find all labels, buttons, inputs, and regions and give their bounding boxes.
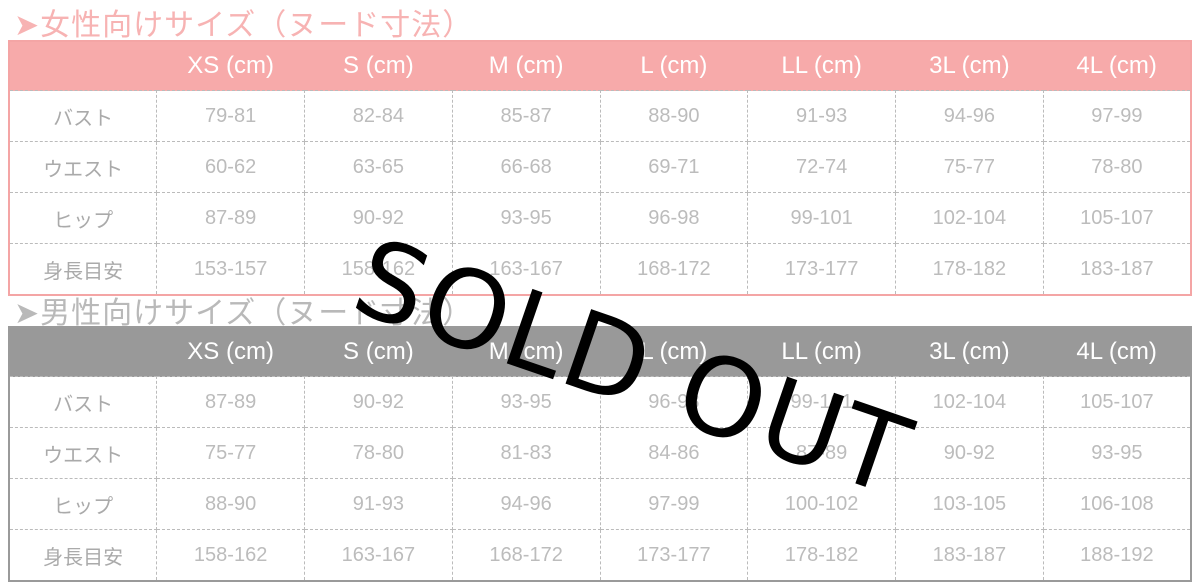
size-cell: 75-77	[895, 141, 1044, 193]
column-header: 3L (cm)	[895, 327, 1044, 377]
table-row: 身長目安 158-162 163-167 168-172 173-177 178-182 1…	[8, 529, 1192, 582]
size-cell: 173-177	[599, 529, 749, 582]
size-cell: 94-96	[451, 478, 601, 530]
size-cell: 99-101	[747, 376, 896, 428]
table-row: ヒップ 87-89 90-92 93-95 96-98 99-101 102-104 105-…	[8, 192, 1192, 244]
men-size-table: XS (cm) S (cm) M (cm) L (cm) LL (cm) 3L (cm) 4…	[8, 326, 1192, 582]
row-label: バスト	[8, 90, 158, 142]
size-cell: 103-105	[895, 478, 1044, 530]
size-cell: 106-108	[1042, 478, 1192, 530]
size-cell: 66-68	[451, 141, 601, 193]
size-cell: 94-96	[895, 90, 1044, 142]
size-cell: 72-74	[747, 141, 896, 193]
size-cell: 100-102	[747, 478, 896, 530]
header-row: XS (cm) S (cm) M (cm) L (cm) LL (cm) 3L (cm) 4…	[9, 41, 1191, 91]
women-size-title: ➤女性向けサイズ（ヌード寸法）	[14, 8, 474, 43]
size-cell: 93-95	[451, 376, 601, 428]
row-label: 身長目安	[8, 529, 158, 582]
size-cell: 97-99	[599, 478, 749, 530]
header-row: XS (cm) S (cm) M (cm) L (cm) LL (cm) 3L (cm) 4…	[9, 327, 1191, 377]
row-label: 身長目安	[8, 243, 158, 296]
size-cell: 105-107	[1042, 376, 1192, 428]
size-cell: 87-89	[156, 192, 305, 244]
size-cell: 78-80	[1042, 141, 1192, 193]
size-cell: 93-95	[1042, 427, 1192, 479]
size-cell: 87-89	[747, 427, 896, 479]
row-label: ヒップ	[8, 192, 158, 244]
column-header: 3L (cm)	[895, 41, 1044, 91]
column-header: LL (cm)	[747, 41, 896, 91]
size-cell: 91-93	[747, 90, 896, 142]
table-row: 身長目安 153-157 158-162 163-167 168-172 173-177 1…	[8, 243, 1192, 296]
men-size-title: ➤男性向けサイズ（ヌード寸法）	[14, 296, 474, 331]
size-cell: 82-84	[304, 90, 453, 142]
size-cell: 97-99	[1042, 90, 1192, 142]
size-cell: 163-167	[304, 529, 453, 582]
size-cell: 96-98	[599, 376, 749, 428]
table-row: バスト 87-89 90-92 93-95 96-98 99-101 102-104 105-…	[8, 376, 1192, 428]
column-header: XS (cm)	[156, 327, 305, 377]
column-header	[9, 41, 157, 91]
size-cell: 90-92	[304, 376, 453, 428]
size-cell: 105-107	[1042, 192, 1192, 244]
size-cell: 79-81	[156, 90, 305, 142]
column-header: L (cm)	[600, 41, 748, 91]
size-cell: 158-162	[304, 243, 453, 296]
column-header: S (cm)	[304, 327, 453, 377]
size-cell: 93-95	[451, 192, 601, 244]
size-cell: 81-83	[451, 427, 601, 479]
size-cell: 173-177	[747, 243, 896, 296]
column-header: S (cm)	[304, 41, 453, 91]
size-cell: 75-77	[156, 427, 305, 479]
row-label: ヒップ	[8, 478, 158, 530]
size-cell: 60-62	[156, 141, 305, 193]
women-size-table: XS (cm) S (cm) M (cm) L (cm) LL (cm) 3L (cm) 4…	[8, 40, 1192, 296]
size-cell: 188-192	[1042, 529, 1192, 582]
size-cell: 102-104	[895, 376, 1044, 428]
size-cell: 96-98	[599, 192, 749, 244]
size-cell: 88-90	[599, 90, 749, 142]
column-header: LL (cm)	[747, 327, 896, 377]
size-cell: 99-101	[747, 192, 896, 244]
column-header	[9, 327, 157, 377]
row-label: ウエスト	[8, 427, 158, 479]
size-cell: 183-187	[1042, 243, 1192, 296]
table-row: バスト 79-81 82-84 85-87 88-90 91-93 94-96 97-99	[8, 90, 1192, 142]
column-header: XS (cm)	[156, 41, 305, 91]
size-cell: 63-65	[304, 141, 453, 193]
size-cell: 178-182	[747, 529, 896, 582]
size-cell: 178-182	[895, 243, 1044, 296]
column-header: M (cm)	[452, 327, 600, 377]
size-cell: 69-71	[599, 141, 749, 193]
size-cell: 85-87	[451, 90, 601, 142]
size-cell: 183-187	[895, 529, 1044, 582]
table-row: ヒップ 88-90 91-93 94-96 97-99 100-102 103-105 106…	[8, 478, 1192, 530]
column-header: M (cm)	[452, 41, 600, 91]
column-header: 4L (cm)	[1043, 41, 1191, 91]
row-label: バスト	[8, 376, 158, 428]
column-header: 4L (cm)	[1043, 327, 1191, 377]
size-cell: 78-80	[304, 427, 453, 479]
size-cell: 90-92	[895, 427, 1044, 479]
row-label: ウエスト	[8, 141, 158, 193]
size-cell: 168-172	[599, 243, 749, 296]
column-header: L (cm)	[600, 327, 748, 377]
size-cell: 87-89	[156, 376, 305, 428]
size-cell: 158-162	[156, 529, 305, 582]
size-cell: 91-93	[304, 478, 453, 530]
size-cell: 90-92	[304, 192, 453, 244]
size-cell: 102-104	[895, 192, 1044, 244]
table-row: ウエスト 75-77 78-80 81-83 84-86 87-89 90-92 93-95	[8, 427, 1192, 479]
table-row: ウエスト 60-62 63-65 66-68 69-71 72-74 75-77 78-80	[8, 141, 1192, 193]
size-cell: 163-167	[451, 243, 601, 296]
size-cell: 168-172	[451, 529, 601, 582]
size-cell: 88-90	[156, 478, 305, 530]
